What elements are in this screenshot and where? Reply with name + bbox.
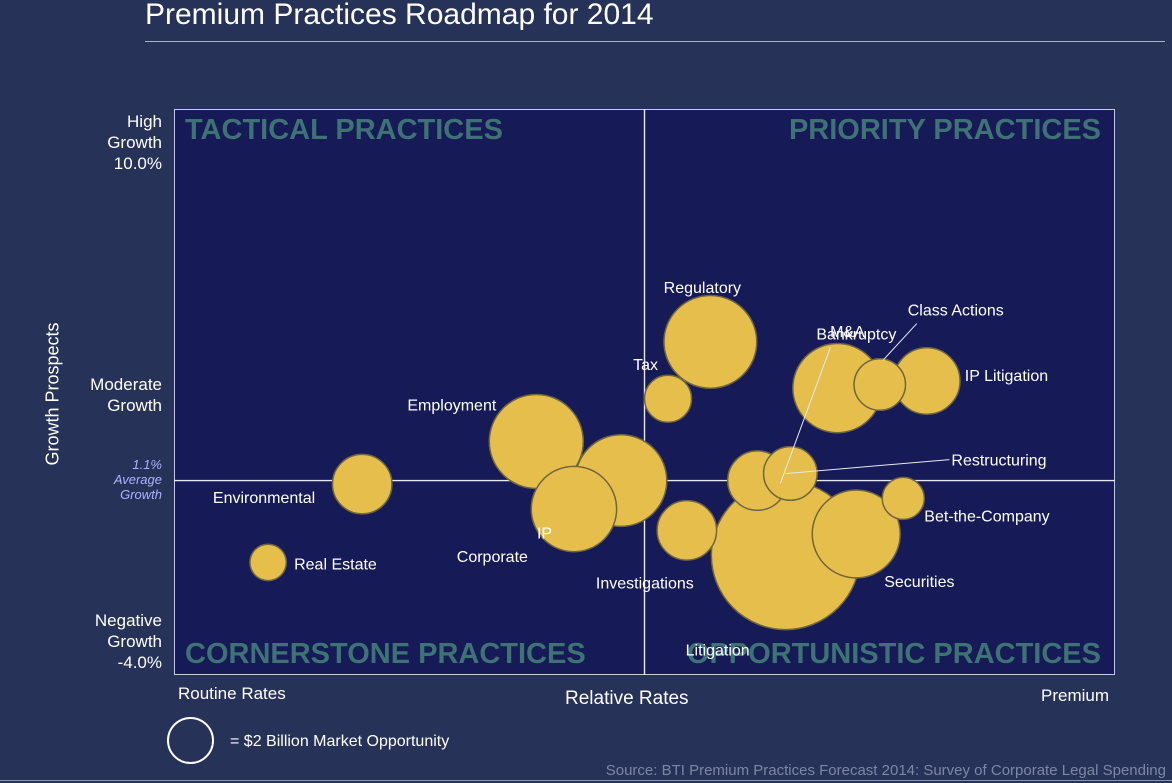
y-label-average: 1.1% Average Growth [114,457,162,502]
bubble-corporate [530,465,618,553]
bubble-label-securities: Securities [884,574,954,591]
bubble-label-ip-litigation: IP Litigation [965,368,1048,385]
bubble-label-restructuring: Restructuring [951,453,1046,470]
bubble-label-real-estate: Real Estate [294,556,377,573]
bubble-label-regulatory: Regulatory [664,280,741,297]
bubble-investigations [656,499,718,561]
bubble-class-actions [853,358,907,412]
bubble-regulatory [663,294,758,390]
leader-line-class-actions [882,323,918,361]
bubble-label-bankruptcy: Bankruptcy [816,326,896,343]
bubble-bet-the-company [881,476,926,521]
bubble-label-m-a: M&A [830,324,865,341]
quadrant-label-top-left: TACTICAL PRACTICES [185,114,503,146]
title-divider [145,41,1165,42]
leader-line-bankruptcy [779,347,831,484]
y-label-average-line2: Average [113,472,162,487]
y-label-negative-line2: Growth [107,632,162,651]
legend-size-circle [167,717,214,764]
y-label-moderate-line1: Moderate [90,375,162,394]
y-label-moderate-line2: Growth [107,396,162,415]
quadrant-label-bottom-left: CORNERSTONE PRACTICES [185,638,586,670]
bubble-label-investigations: Investigations [596,575,694,592]
y-label-high: High Growth 10.0% [107,111,162,174]
quadrant-label-bottom-right: OPPORTUNISTIC PRACTICES [687,638,1101,670]
bubble-label-class-actions: Class Actions [908,303,1004,320]
x-axis-title: Relative Rates [565,688,689,709]
bubble-securities [811,489,901,579]
bubble-environmental [331,453,393,515]
y-label-high-line1: High [127,112,162,131]
y-label-average-line3: Growth [120,487,162,502]
y-label-high-line2: Growth [107,133,162,152]
legend-text: = $2 Billion Market Opportunity [230,733,450,750]
quadrant-label-top-right: PRIORITY PRACTICES [789,114,1101,146]
x-label-premium: Premium [1041,686,1110,705]
y-label-average-line1: 1.1% [132,457,162,472]
leader-line-restructuring [785,459,950,475]
bubble-real-estate [249,543,288,582]
bubble-label-ip: IP [537,526,552,543]
x-label-routine: Routine Rates [178,684,286,703]
bottom-divider [0,780,1172,781]
y-label-negative: Negative Growth -4.0% [95,610,162,673]
y-label-high-line3: 10.0% [113,154,162,173]
bubble-label-litigation: Litigation [686,642,750,659]
bubble-label-corporate: Corporate [457,549,528,566]
y-label-moderate: Moderate Growth [90,374,162,416]
bubble-tax [643,374,693,424]
page-title: Premium Practices Roadmap for 2014 [145,0,654,31]
bubble-label-bet-the-company: Bet-the-Company [924,508,1049,525]
y-label-negative-line1: Negative [94,611,162,630]
y-label-negative-line3: -4.0% [117,653,162,672]
bubble-label-employment: Employment [407,397,496,414]
bubble-label-tax: Tax [633,357,658,374]
source-note: Source: BTI Premium Practices Forecast 2… [605,762,1166,779]
bubble-label-environmental: Environmental [213,490,315,507]
